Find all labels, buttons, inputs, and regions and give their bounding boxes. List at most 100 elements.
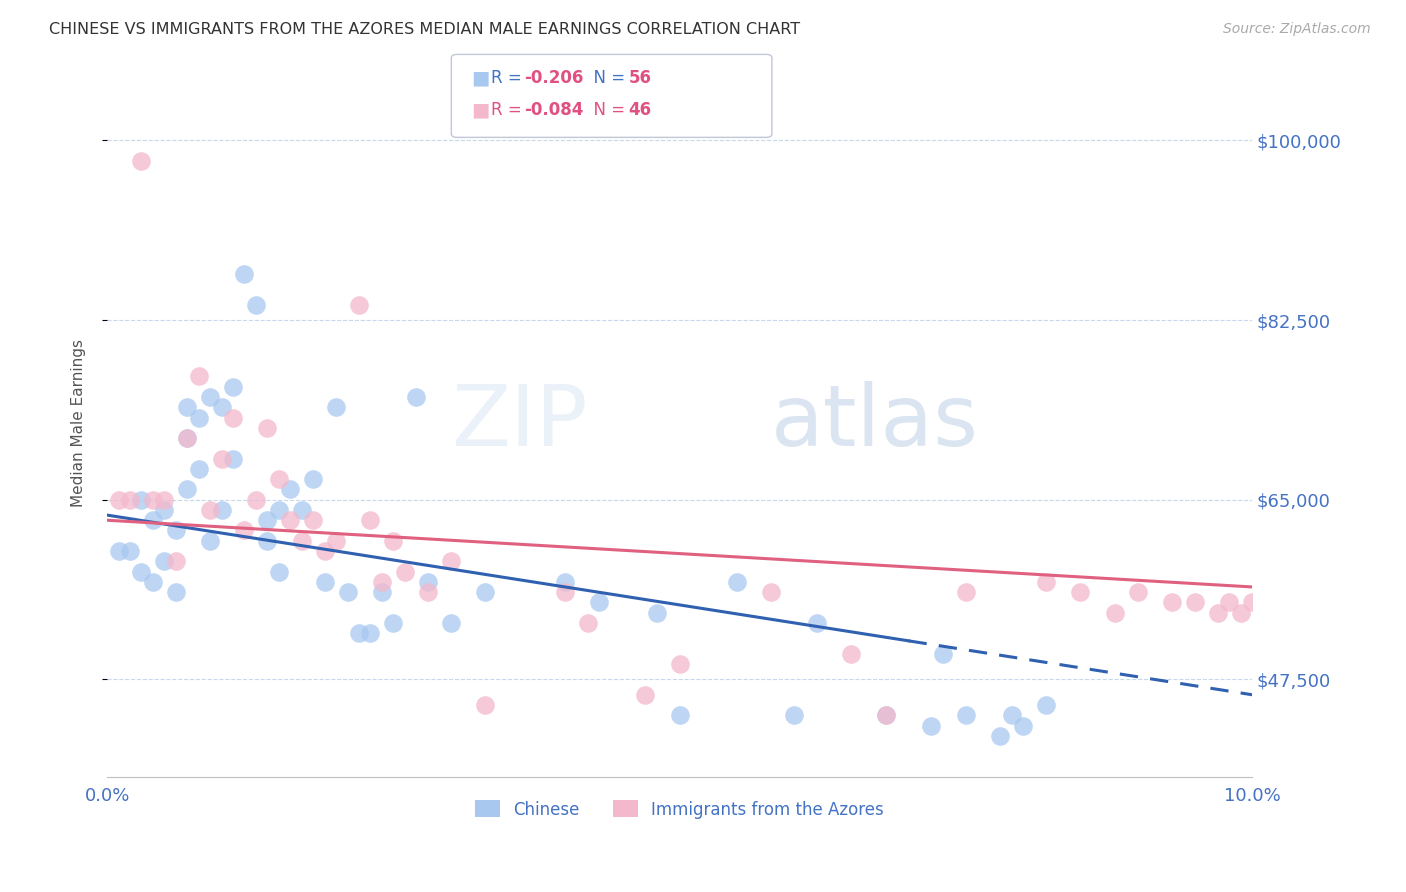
Point bbox=[118, 544, 141, 558]
Point bbox=[302, 513, 325, 527]
Point bbox=[302, 472, 325, 486]
Text: N =: N = bbox=[583, 101, 631, 119]
Point bbox=[314, 544, 336, 558]
Point bbox=[291, 533, 314, 548]
Text: ■: ■ bbox=[471, 100, 489, 120]
Point bbox=[176, 431, 198, 445]
Point bbox=[187, 410, 209, 425]
Text: ZIP: ZIP bbox=[451, 381, 588, 464]
Point bbox=[875, 708, 897, 723]
Point bbox=[165, 524, 187, 538]
Point bbox=[439, 554, 461, 568]
Point bbox=[256, 513, 278, 527]
Point bbox=[1184, 595, 1206, 609]
Point bbox=[668, 657, 690, 671]
Point bbox=[153, 492, 176, 507]
Point bbox=[176, 483, 198, 497]
Point bbox=[839, 647, 862, 661]
Point bbox=[394, 565, 416, 579]
Text: ■: ■ bbox=[471, 68, 489, 87]
Point bbox=[645, 606, 668, 620]
Point bbox=[187, 462, 209, 476]
Point bbox=[474, 698, 496, 712]
Point bbox=[576, 615, 599, 630]
Text: -0.206: -0.206 bbox=[524, 69, 583, 87]
Point bbox=[1241, 595, 1264, 609]
Point bbox=[222, 380, 245, 394]
Point bbox=[1126, 585, 1149, 599]
Point bbox=[142, 492, 165, 507]
Point bbox=[405, 390, 427, 404]
Point bbox=[1000, 708, 1022, 723]
Point bbox=[382, 615, 405, 630]
Point bbox=[198, 503, 221, 517]
Point bbox=[347, 298, 370, 312]
Point bbox=[211, 451, 233, 466]
Point bbox=[267, 472, 290, 486]
Point bbox=[233, 524, 256, 538]
Point bbox=[759, 585, 782, 599]
Point bbox=[233, 267, 256, 281]
Text: CHINESE VS IMMIGRANTS FROM THE AZORES MEDIAN MALE EARNINGS CORRELATION CHART: CHINESE VS IMMIGRANTS FROM THE AZORES ME… bbox=[49, 22, 800, 37]
Point bbox=[1069, 585, 1091, 599]
Point bbox=[634, 688, 657, 702]
Point bbox=[165, 554, 187, 568]
Point bbox=[256, 421, 278, 435]
Point bbox=[1161, 595, 1184, 609]
Point bbox=[554, 585, 576, 599]
Point bbox=[875, 708, 897, 723]
Point bbox=[474, 585, 496, 599]
Point bbox=[371, 585, 394, 599]
Point bbox=[359, 513, 381, 527]
Point bbox=[955, 585, 977, 599]
Point bbox=[278, 483, 301, 497]
Point bbox=[588, 595, 610, 609]
Point bbox=[245, 492, 267, 507]
Point bbox=[222, 410, 245, 425]
Point bbox=[131, 153, 153, 168]
Point bbox=[107, 492, 129, 507]
Point bbox=[1218, 595, 1240, 609]
Point bbox=[382, 533, 405, 548]
Point bbox=[416, 585, 439, 599]
Point bbox=[131, 565, 153, 579]
Point bbox=[142, 513, 165, 527]
Point bbox=[806, 615, 828, 630]
Text: 56: 56 bbox=[628, 69, 651, 87]
Point bbox=[1035, 698, 1057, 712]
Text: 46: 46 bbox=[628, 101, 651, 119]
Point bbox=[988, 729, 1011, 743]
Point bbox=[439, 615, 461, 630]
Point bbox=[222, 451, 245, 466]
Text: R =: R = bbox=[491, 69, 527, 87]
Point bbox=[783, 708, 806, 723]
Point bbox=[336, 585, 359, 599]
Point bbox=[107, 544, 129, 558]
Point bbox=[347, 626, 370, 640]
Point bbox=[1206, 606, 1229, 620]
Point bbox=[1035, 574, 1057, 589]
Point bbox=[668, 708, 690, 723]
Point bbox=[187, 369, 209, 384]
Text: R =: R = bbox=[491, 101, 527, 119]
Point bbox=[153, 503, 176, 517]
Point bbox=[211, 401, 233, 415]
Point bbox=[725, 574, 748, 589]
Point bbox=[198, 390, 221, 404]
Point bbox=[245, 298, 267, 312]
Point bbox=[176, 431, 198, 445]
Point bbox=[371, 574, 394, 589]
Point bbox=[153, 554, 176, 568]
Point bbox=[416, 574, 439, 589]
Point bbox=[278, 513, 301, 527]
Point bbox=[325, 401, 347, 415]
Point bbox=[165, 585, 187, 599]
Point bbox=[1012, 718, 1035, 732]
Point bbox=[267, 503, 290, 517]
Point bbox=[267, 565, 290, 579]
Legend: Chinese, Immigrants from the Azores: Chinese, Immigrants from the Azores bbox=[468, 794, 891, 825]
Point bbox=[314, 574, 336, 589]
Point bbox=[256, 533, 278, 548]
Point bbox=[211, 503, 233, 517]
Point bbox=[955, 708, 977, 723]
